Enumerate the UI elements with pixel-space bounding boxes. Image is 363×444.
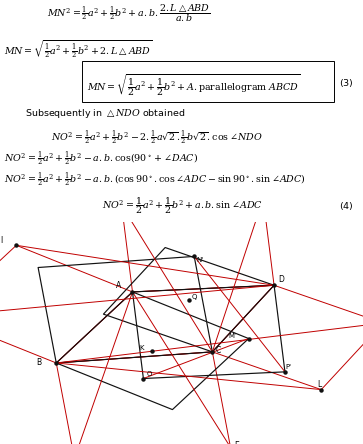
Text: K: K [140,345,144,351]
Text: $NO^2 = \frac{1}{2}a^2 + \frac{1}{2}b^2 - 2.\frac{1}{2}a\sqrt{2}.\frac{1}{2}b\sq: $NO^2 = \frac{1}{2}a^2 + \frac{1}{2}b^2 … [51,128,262,147]
Text: $NO^2 = \frac{1}{2}a^2 + \frac{1}{2}b^2 - a.b.\cos(90^\circ + \angle DAC)$: $NO^2 = \frac{1}{2}a^2 + \frac{1}{2}b^2 … [4,149,198,168]
Text: Q: Q [192,293,197,300]
Text: Subsequently in $\triangle NDO$ obtained: Subsequently in $\triangle NDO$ obtained [25,107,185,120]
Text: A: A [116,281,121,290]
Text: O: O [146,371,152,377]
Text: $(4)$: $(4)$ [339,200,354,212]
Text: P': P' [286,364,292,370]
Text: N': N' [196,257,203,263]
Text: C: C [216,346,221,355]
Text: I: I [0,236,2,245]
Text: E: E [234,440,239,444]
Text: $MN^2 = \frac{1}{2}a^2 + \frac{1}{2}b^2 + a.b.\dfrac{2.L\triangle ABD}{a.b}$: $MN^2 = \frac{1}{2}a^2 + \frac{1}{2}b^2 … [47,2,211,24]
Text: $(3)$: $(3)$ [339,77,354,89]
Text: D: D [278,275,284,284]
Text: $NO^2 = \dfrac{1}{2}a^2 + \dfrac{1}{2}b^2 + a.b.\sin\angle ADC$: $NO^2 = \dfrac{1}{2}a^2 + \dfrac{1}{2}b^… [102,195,262,216]
Text: $NO^2 = \frac{1}{2}a^2 + \frac{1}{2}b^2 - a.b.(\cos 90^\circ.\cos\angle ADC - \s: $NO^2 = \frac{1}{2}a^2 + \frac{1}{2}b^2 … [4,170,305,189]
Text: $MN = \sqrt{\dfrac{1}{2}a^2 + \dfrac{1}{2}b^2 + A.\mathrm{parallelogram}\ ABCD}$: $MN = \sqrt{\dfrac{1}{2}a^2 + \dfrac{1}{… [87,73,301,98]
Text: $MN = \sqrt{\frac{1}{2}a^2 + \frac{1}{2}b^2 + 2.L\triangle ABD}$: $MN = \sqrt{\frac{1}{2}a^2 + \frac{1}{2}… [4,39,152,60]
Text: L: L [318,380,322,388]
Text: M': M' [229,333,237,338]
Text: B: B [36,358,41,368]
